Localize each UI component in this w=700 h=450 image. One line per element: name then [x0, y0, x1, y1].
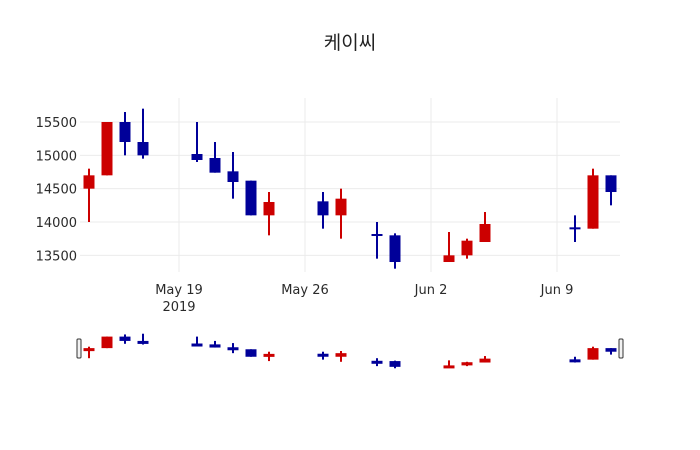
candle-body	[569, 227, 581, 230]
candle-body	[605, 175, 617, 193]
candle-body	[191, 154, 203, 161]
candle[interactable]	[119, 111, 131, 156]
slider-candle-body	[569, 359, 581, 363]
slider-candle-body	[605, 348, 617, 352]
slider-candle-body	[461, 362, 473, 366]
slider-candle-body	[137, 340, 149, 344]
candle[interactable]	[317, 192, 329, 229]
candle[interactable]	[371, 222, 383, 259]
x-tick-label: Jun 9	[540, 283, 574, 298]
slider-candle-body	[119, 336, 131, 341]
slider-candle-body	[83, 348, 95, 352]
candle-body	[263, 202, 275, 216]
candle[interactable]	[263, 192, 275, 236]
chart-title: 케이씨	[323, 32, 377, 54]
candle[interactable]	[335, 188, 347, 239]
candle-body	[461, 240, 473, 256]
x-tick-label: May 26	[281, 283, 329, 298]
candle-body	[371, 234, 383, 237]
slider-candle-body	[335, 353, 347, 357]
candle[interactable]	[569, 215, 581, 243]
candle-body	[101, 122, 113, 176]
candle-body	[479, 224, 491, 243]
candle-body	[317, 201, 329, 216]
y-tick-label: 14000	[36, 216, 77, 231]
candle-body	[245, 180, 257, 216]
candle-body	[119, 122, 131, 143]
slider-candle-body	[101, 336, 113, 349]
slider-candle-body	[317, 353, 329, 357]
y-axis: 13500 14000 14500 15000 15500	[36, 116, 77, 264]
range-slider-left-handle[interactable]	[76, 338, 82, 359]
gridlines	[80, 98, 620, 272]
range-slider[interactable]	[76, 333, 624, 369]
y-tick-label: 15000	[36, 149, 77, 164]
slider-candle-body	[263, 353, 275, 357]
slider-candle-body	[227, 347, 239, 351]
candle-body	[389, 235, 401, 263]
candle-body	[335, 198, 347, 216]
candle[interactable]	[245, 180, 257, 216]
candle[interactable]	[389, 233, 401, 269]
candle-body	[83, 175, 95, 189]
candle[interactable]	[605, 175, 617, 206]
y-tick-label: 13500	[36, 249, 77, 264]
candle[interactable]	[209, 142, 221, 173]
candle[interactable]	[101, 122, 113, 176]
range-slider-candles	[83, 333, 617, 369]
candle-body	[443, 255, 455, 263]
slider-candle-body	[371, 360, 383, 364]
slider-candle-body	[479, 358, 491, 363]
candle[interactable]	[137, 108, 149, 159]
candle[interactable]	[227, 152, 239, 199]
slider-candle-body	[389, 361, 401, 367]
candle-body	[209, 158, 221, 173]
candle[interactable]	[83, 168, 95, 223]
candle-body	[227, 171, 239, 183]
candle[interactable]	[479, 212, 491, 243]
x-tick-label: Jun 2	[414, 283, 448, 298]
x-axis: May 19 2019 May 26 Jun 2 Jun 9	[155, 283, 573, 315]
candle[interactable]	[587, 168, 599, 229]
range-slider-right-handle[interactable]	[618, 338, 624, 359]
candle[interactable]	[461, 238, 473, 259]
x-tick-label: May 19	[155, 283, 203, 298]
candle-body	[587, 175, 599, 229]
slider-candle-body	[443, 365, 455, 369]
slider-candle-body	[587, 348, 599, 360]
slider-candle-body	[245, 349, 257, 357]
candle-body	[137, 142, 149, 156]
candles[interactable]	[83, 108, 617, 269]
candle[interactable]	[443, 232, 455, 263]
y-tick-label: 14500	[36, 183, 77, 198]
slider-candle-body	[209, 344, 221, 348]
x-tick-label: 2019	[162, 300, 195, 315]
y-tick-label: 15500	[36, 116, 77, 131]
candle[interactable]	[191, 122, 203, 163]
slider-candle-body	[191, 343, 203, 347]
